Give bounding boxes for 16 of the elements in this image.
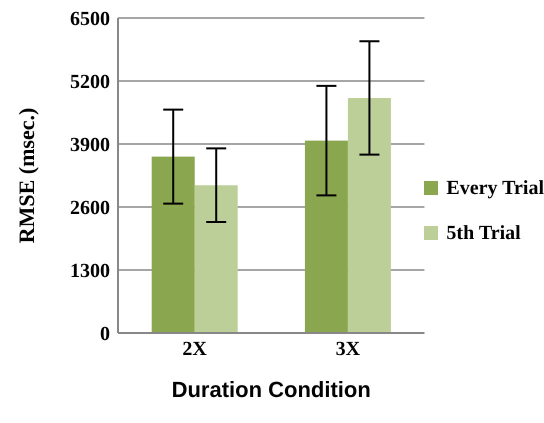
bar	[152, 156, 195, 333]
y-tick-label: 6500	[70, 8, 110, 30]
bar	[304, 140, 348, 333]
y-tick-label: 2600	[70, 197, 110, 220]
legend-label: 5th Trial	[446, 222, 521, 244]
bar	[348, 98, 391, 333]
x-tick-label: 3X	[336, 338, 361, 360]
y-tick-label: 1300	[70, 260, 110, 282]
x-axis-title: Duration Condition	[172, 377, 371, 402]
legend-label: Every Trial	[446, 176, 544, 200]
y-tick-label: 3900	[70, 134, 110, 156]
y-tick-label: 5200	[70, 71, 110, 94]
bar	[194, 185, 238, 333]
y-tick-label: 0	[100, 323, 110, 346]
x-tick-label: 2X	[182, 338, 208, 360]
y-axis-title: RMSE (msec.)	[14, 108, 39, 244]
